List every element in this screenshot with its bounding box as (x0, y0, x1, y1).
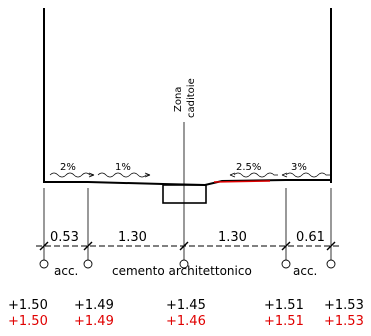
slope-label-4: 3% (291, 162, 307, 173)
slope-arrow-4 (281, 172, 288, 178)
elevation-design-1: +1.50 (8, 314, 48, 329)
slope-wave-3 (233, 172, 278, 178)
elevation-existing-4: +1.51 (264, 298, 304, 313)
zone-center-label: cemento architettonico (112, 264, 252, 278)
elevation-existing-3: +1.45 (166, 298, 206, 313)
slope-arrow-3 (229, 172, 236, 178)
slope-wave-1 (49, 172, 94, 178)
drain-box (162, 184, 207, 204)
elevation-existing-5: +1.53 (324, 298, 364, 313)
design-profile-red (213, 180, 271, 183)
elevation-marker-4 (281, 259, 291, 269)
dimension-ticks (39, 241, 336, 251)
slope-label-2: 1% (115, 162, 131, 173)
elevation-design-3: +1.46 (166, 314, 206, 329)
zone-label-line1: Zona (173, 87, 184, 112)
elevation-existing-2: +1.49 (74, 298, 114, 313)
elevation-marker-5 (326, 259, 336, 269)
elevation-existing-1: +1.50 (8, 298, 48, 313)
zone-right-label: acc. (293, 264, 317, 278)
elevation-design-2: +1.49 (74, 314, 114, 329)
dimension-3: 1.30 (218, 230, 247, 245)
slope-wave-4 (285, 172, 330, 178)
slope-label-1: 2% (60, 162, 76, 173)
dimension-4: 0.61 (296, 230, 325, 245)
elevation-marker-3 (179, 259, 189, 269)
slope-arrow-1 (88, 172, 95, 178)
zone-label-line2: caditoie (186, 78, 197, 118)
dimension-1: 0.53 (50, 230, 79, 245)
elevation-design-5: +1.53 (324, 314, 364, 329)
dimension-2: 1.30 (118, 230, 147, 245)
elevation-marker-1 (39, 259, 49, 269)
zone-left-label: acc. (54, 264, 78, 278)
slope-label-3: 2.5% (236, 162, 261, 173)
slope-arrow-2 (144, 172, 151, 178)
elevation-design-4: +1.51 (264, 314, 304, 329)
slope-wave-2 (97, 172, 150, 178)
elevation-marker-2 (83, 259, 93, 269)
